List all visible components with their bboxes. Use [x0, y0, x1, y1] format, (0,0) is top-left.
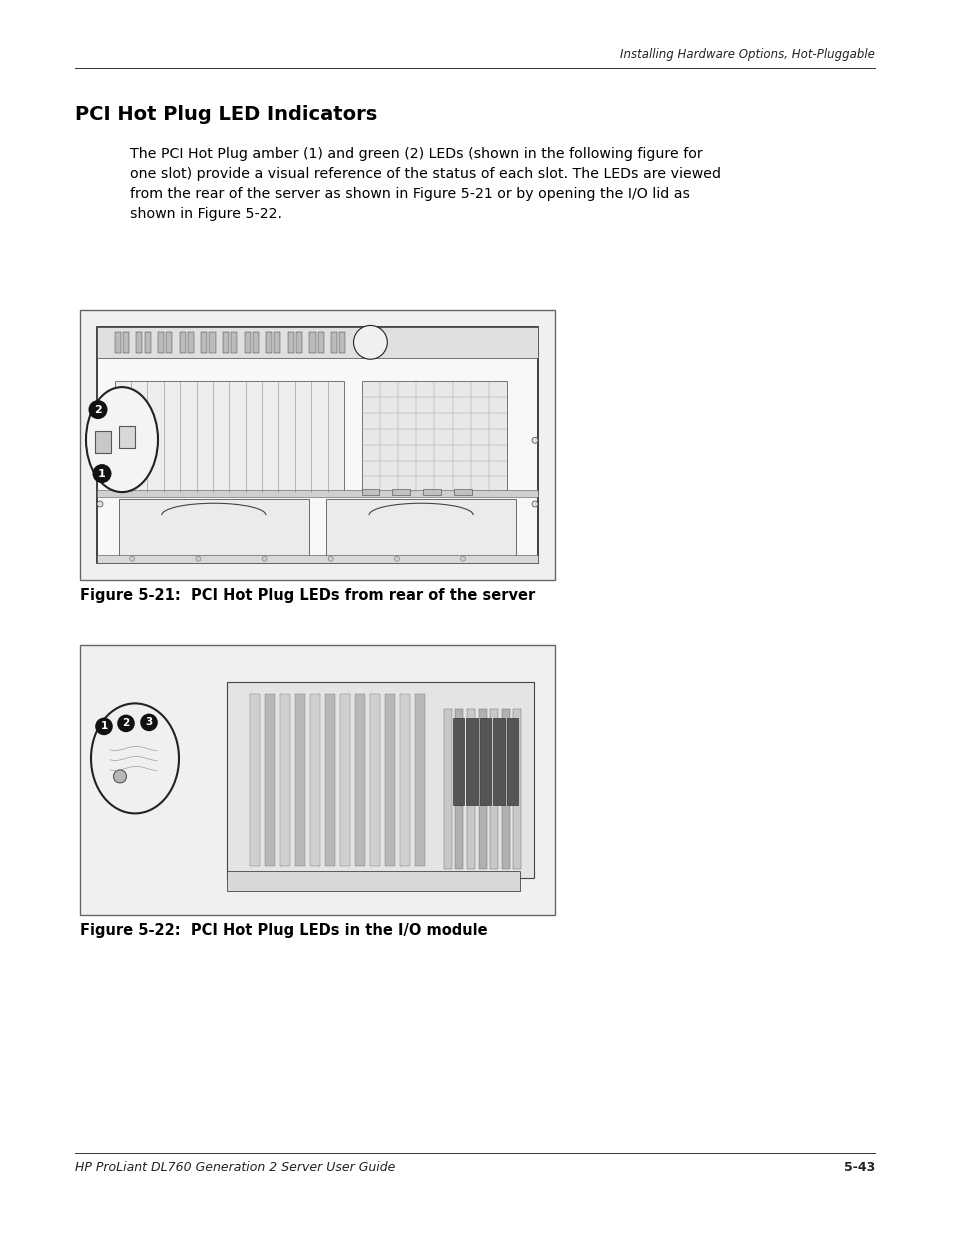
Circle shape	[89, 400, 108, 419]
Bar	[288, 332, 294, 353]
Bar	[454, 489, 472, 495]
Bar	[506, 719, 517, 804]
Bar	[231, 332, 237, 353]
Text: The PCI Hot Plug amber (1) and green (2) LEDs (shown in the following figure for: The PCI Hot Plug amber (1) and green (2)…	[130, 147, 720, 221]
Bar	[455, 709, 463, 868]
Bar	[114, 382, 344, 493]
Bar	[466, 709, 475, 868]
Bar	[479, 719, 491, 804]
Bar	[210, 332, 215, 353]
Bar	[423, 489, 440, 495]
Bar	[385, 694, 395, 866]
Text: PCI Hot Plug LED Indicators: PCI Hot Plug LED Indicators	[75, 105, 376, 124]
Bar	[331, 332, 336, 353]
Circle shape	[95, 718, 112, 735]
Bar	[250, 694, 259, 866]
Bar	[144, 332, 151, 353]
Bar	[166, 332, 172, 353]
Bar	[294, 694, 304, 866]
Bar	[265, 694, 274, 866]
Bar	[478, 709, 486, 868]
Bar	[179, 332, 186, 353]
Bar	[188, 332, 193, 353]
Bar	[513, 709, 521, 868]
Circle shape	[113, 769, 127, 783]
Circle shape	[328, 556, 333, 561]
Text: HP ProLiant DL760 Generation 2 Server User Guide: HP ProLiant DL760 Generation 2 Server Us…	[75, 1161, 395, 1174]
Bar	[97, 555, 537, 563]
Bar	[501, 709, 509, 868]
Text: Installing Hardware Options, Hot-Pluggable: Installing Hardware Options, Hot-Pluggab…	[619, 48, 874, 61]
Bar	[339, 694, 350, 866]
Text: 1: 1	[100, 721, 108, 731]
Bar	[123, 332, 129, 353]
Circle shape	[532, 501, 537, 508]
Bar	[158, 332, 164, 353]
Bar	[310, 694, 319, 866]
Bar	[295, 332, 302, 353]
Circle shape	[130, 556, 134, 561]
Bar	[97, 490, 537, 496]
Polygon shape	[227, 682, 534, 878]
Text: 1: 1	[98, 468, 106, 479]
Bar	[201, 332, 207, 353]
Circle shape	[532, 437, 537, 443]
Bar	[370, 694, 379, 866]
Bar	[266, 332, 272, 353]
Circle shape	[195, 556, 201, 561]
Bar	[80, 310, 555, 580]
Bar	[466, 719, 477, 804]
Circle shape	[262, 556, 267, 561]
Bar	[453, 719, 463, 804]
Bar	[223, 332, 229, 353]
Circle shape	[97, 437, 103, 443]
Bar	[227, 871, 520, 890]
Text: 3: 3	[145, 718, 152, 727]
Bar	[309, 332, 315, 353]
Bar	[355, 694, 364, 866]
Text: Figure 5-21:  PCI Hot Plug LEDs from rear of the server: Figure 5-21: PCI Hot Plug LEDs from rear…	[80, 588, 535, 603]
Bar	[392, 489, 410, 495]
Bar	[399, 694, 410, 866]
Bar	[244, 332, 251, 353]
Bar	[493, 719, 504, 804]
Bar	[325, 694, 335, 866]
Bar	[97, 327, 537, 358]
Bar	[279, 694, 290, 866]
Circle shape	[460, 556, 465, 561]
Circle shape	[140, 714, 157, 731]
Circle shape	[117, 715, 134, 732]
Bar	[326, 499, 516, 556]
Bar	[274, 332, 280, 353]
Bar	[119, 499, 309, 556]
Bar	[361, 382, 507, 493]
Bar	[95, 431, 111, 452]
Bar	[443, 709, 452, 868]
Ellipse shape	[91, 704, 179, 814]
Circle shape	[92, 464, 112, 483]
Bar	[119, 426, 135, 447]
Text: Figure 5-22:  PCI Hot Plug LEDs in the I/O module: Figure 5-22: PCI Hot Plug LEDs in the I/…	[80, 923, 487, 939]
Bar	[97, 327, 537, 563]
Bar	[253, 332, 258, 353]
Bar	[136, 332, 142, 353]
Text: 2: 2	[94, 405, 102, 415]
Circle shape	[97, 501, 103, 508]
Bar	[415, 694, 424, 866]
Text: 2: 2	[122, 719, 130, 729]
Bar	[317, 332, 323, 353]
Ellipse shape	[86, 387, 158, 492]
Bar	[490, 709, 497, 868]
Text: 5-43: 5-43	[842, 1161, 874, 1174]
Bar	[361, 489, 379, 495]
Bar	[114, 332, 121, 353]
Bar	[80, 645, 555, 915]
Circle shape	[394, 556, 399, 561]
Bar	[339, 332, 345, 353]
Circle shape	[354, 326, 387, 359]
